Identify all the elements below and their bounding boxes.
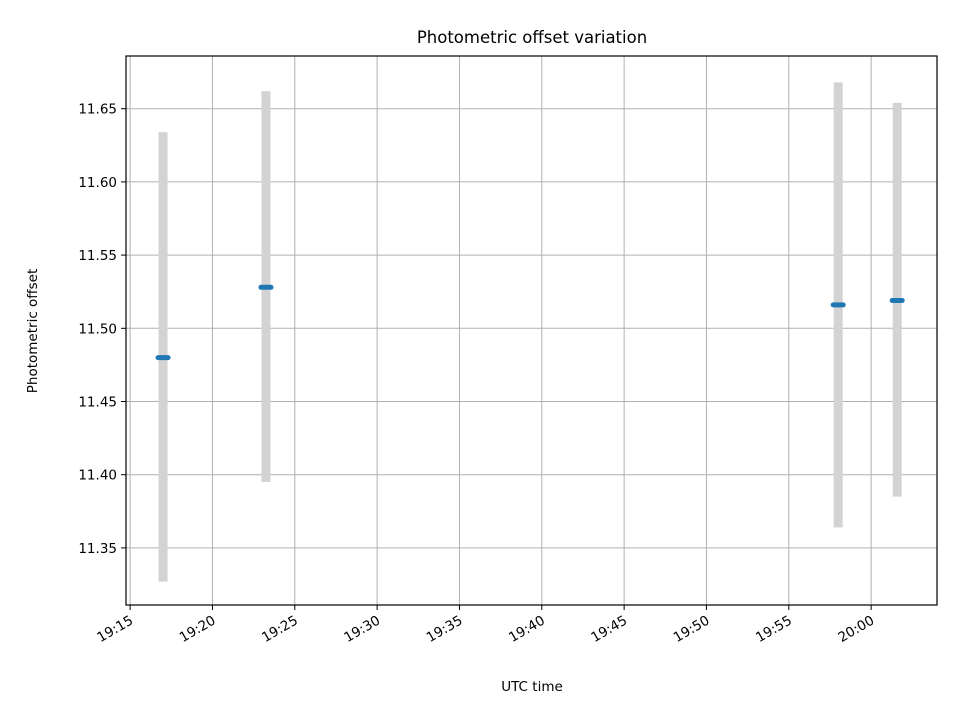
y-axis-label: Photometric offset [25, 269, 41, 393]
x-tick-label: 19:50 [671, 613, 713, 646]
grid-layer [126, 56, 937, 605]
y-tick-label: 11.35 [78, 541, 117, 557]
x-tick-label: 19:55 [753, 613, 795, 646]
x-tick-label: 19:15 [94, 613, 136, 646]
x-axis-label: UTC time [501, 679, 563, 695]
x-tick-label: 20:00 [835, 613, 877, 646]
x-tick-label: 19:20 [177, 613, 219, 646]
x-tick-label: 19:35 [424, 613, 466, 646]
tick-layer: 19:15 19:20 19:25 19:30 19:35 19:40 19:45 19:50… [78, 102, 877, 646]
x-tick-label: 19:45 [588, 613, 630, 646]
x-tick-label: 19:40 [506, 613, 548, 646]
marker-layer [155, 284, 905, 361]
chart-title: Photometric offset variation [417, 28, 647, 47]
y-tick-label: 11.65 [78, 102, 117, 118]
y-tick-label: 11.40 [78, 468, 117, 484]
errorbar-layer [158, 82, 902, 582]
y-tick-label: 11.50 [78, 321, 117, 337]
y-tick-label: 11.55 [78, 248, 117, 264]
plot-frame [125, 55, 938, 606]
y-tick-label: 11.60 [78, 175, 117, 191]
y-tick-label: 11.45 [78, 395, 117, 411]
x-tick-label: 19:30 [341, 613, 383, 646]
x-tick-label: 19:25 [259, 613, 301, 646]
